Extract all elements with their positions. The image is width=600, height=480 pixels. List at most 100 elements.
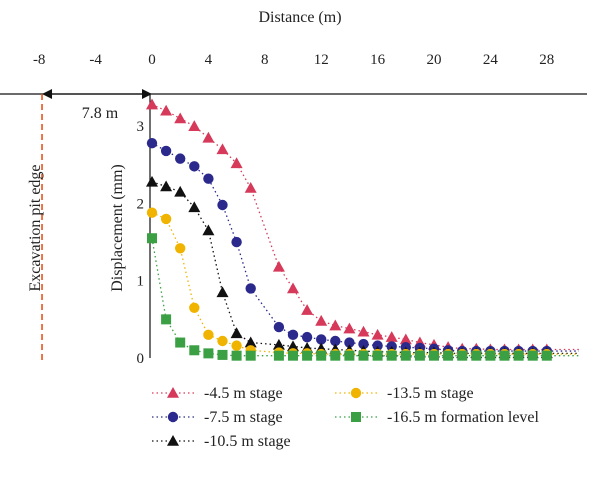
data-point [330,335,341,347]
data-point [231,236,242,248]
data-point [316,334,327,345]
data-point [175,243,186,254]
series-line [151,181,579,355]
data-point [230,327,243,339]
offset-arrow [42,89,152,99]
data-point [231,350,242,361]
pit-edge-label: Excavation pit edge [27,164,44,291]
data-point [386,350,397,361]
data-point [202,224,215,236]
x-tick-label: -8 [33,52,46,68]
data-point [203,329,214,341]
legend-marker [350,387,362,399]
data-point [146,175,158,187]
x-tick-label: 0 [148,52,156,68]
data-point [160,180,173,192]
data-point [273,350,284,361]
data-point [188,120,201,131]
data-point [499,350,510,361]
legend-entry-1: -7.5 m stage [152,409,283,426]
data-point [357,325,370,337]
series-line [151,238,579,357]
data-point [288,350,298,361]
legend-marker [351,412,361,422]
series-line [151,142,579,352]
data-point [344,350,355,361]
data-point [216,143,229,155]
legend-label: -16.5 m formation level [387,409,540,426]
data-point [372,340,383,351]
data-point [527,350,538,361]
data-point [343,322,356,334]
data-point [203,173,214,184]
legend-label: -7.5 m stage [204,409,283,426]
x-tick-label: 28 [539,52,554,68]
data-point [272,260,285,272]
data-point [443,350,454,361]
legend-entry-3: -13.5 m stage [335,385,474,402]
data-point [400,350,411,361]
y-tick-label: 0 [137,351,145,367]
data-point [244,182,257,193]
legend-entry-2: -10.5 m stage [152,433,291,450]
data-point [344,337,355,348]
legend: -4.5 m stage -7.5 m stage -10.5 m stage -13… [152,385,540,450]
series-layer [146,98,579,361]
data-point [301,304,314,315]
data-point [457,350,468,361]
data-point [330,350,341,361]
y-tick-label: 3 [137,119,145,135]
data-point [329,319,342,331]
x-tick-label: 4 [205,52,213,68]
data-point [175,153,186,164]
data-point [316,350,327,361]
data-point [230,157,243,169]
series-line [151,103,579,351]
data-point [217,349,228,360]
legend-label: -10.5 m stage [204,433,291,450]
x-tick-label: -4 [89,52,102,68]
series-4 [147,233,579,361]
data-point [541,350,552,361]
legend-marker [167,387,179,398]
data-point [174,185,187,197]
x-tick-label: 20 [427,52,442,68]
data-point [217,199,228,211]
data-point [485,350,496,361]
offset-label: 7.8 m [82,105,119,122]
y-tick-label: 1 [137,274,145,290]
data-point [358,350,369,361]
data-point [287,282,299,294]
data-point [399,333,412,345]
legend-label: -13.5 m stage [387,385,474,402]
series-3 [146,207,579,360]
data-point [245,350,256,361]
data-point [147,233,157,244]
data-point [189,345,200,356]
series-0 [146,98,579,355]
data-point [385,331,398,342]
data-point [188,201,201,213]
y-axis-label: Displacement (mm) [109,164,126,292]
offset-arrow-head-right [142,89,152,99]
data-point [217,335,228,347]
data-point [146,137,158,149]
data-point [231,340,242,351]
x-tick-label: 12 [314,52,329,68]
data-point [160,104,173,116]
data-point [146,98,158,110]
data-point [175,337,186,348]
data-point [513,350,524,361]
data-point [273,321,285,333]
x-axis-label: Distance (m) [258,9,341,26]
data-point [287,340,299,352]
data-point [414,350,425,361]
data-point [371,328,384,340]
legend-label: -4.5 m stage [204,385,283,402]
data-point [244,336,257,348]
y-tick-label: 2 [137,196,145,212]
legend-marker [167,411,179,423]
data-point [216,286,229,298]
